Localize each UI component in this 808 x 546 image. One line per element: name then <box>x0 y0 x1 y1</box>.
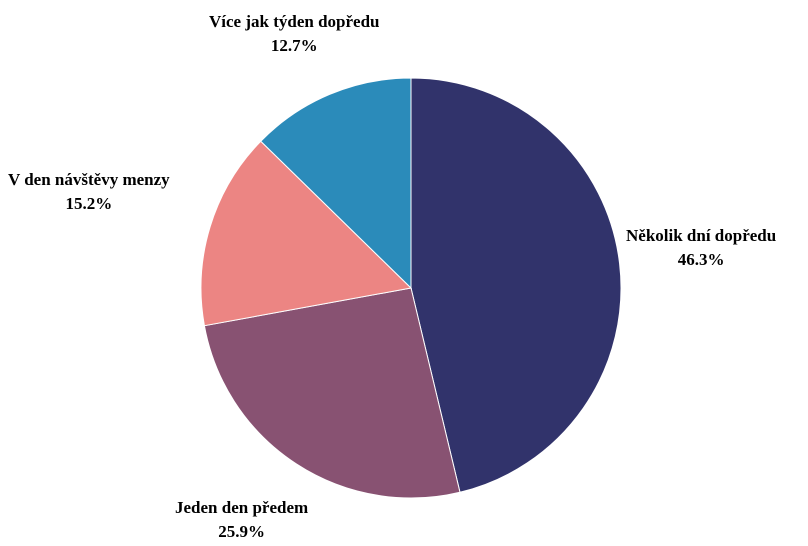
slice-label-v-den-navstevy-menzy: V den návštěvy menzy 15.2% <box>8 168 170 216</box>
slice-label-jeden-den-predem: Jeden den předem 25.9% <box>175 496 308 544</box>
slice-percent-label: 15.2% <box>65 194 113 213</box>
slice-percent-label: 46.3% <box>677 250 725 269</box>
pie-slice-jeden-den-predem <box>203 287 461 499</box>
slice-category-label: V den návštěvy menzy <box>8 170 170 189</box>
slice-category-label: Několik dní dopředu <box>626 226 777 245</box>
slice-percent-label: 12.7% <box>270 36 318 55</box>
slice-label-nekolik-dni-dopredu: Několik dní dopředu 46.3% <box>626 224 776 272</box>
slice-category-label: Jeden den předem <box>175 498 309 517</box>
pie-slice-vice-jak-tyden-dopredu <box>260 77 412 290</box>
slice-label-vice-jak-tyden-dopredu: Více jak týden dopředu 12.7% <box>209 10 379 58</box>
pie-slice-nekolik-dni-dopredu <box>410 77 622 493</box>
pie-slice-v-den-navstevy-menzy <box>200 140 413 327</box>
slice-percent-label: 25.9% <box>218 522 265 541</box>
slice-category-label: Více jak týden dopředu <box>209 12 380 31</box>
